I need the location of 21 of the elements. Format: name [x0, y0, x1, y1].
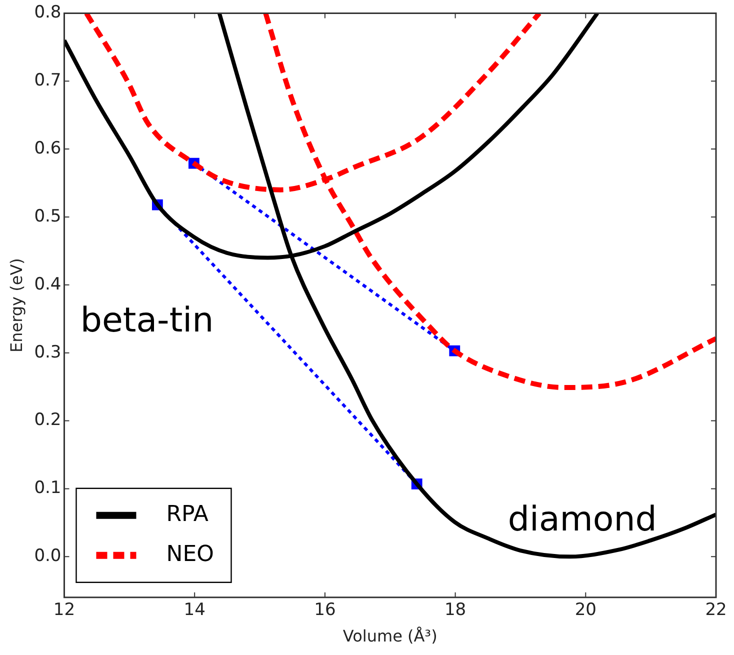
x-tick-label: 20 — [574, 600, 596, 620]
y-tick-label: 0.1 — [34, 478, 62, 498]
legend-label: RPA — [166, 502, 208, 528]
y-tick-label: 0.3 — [34, 342, 62, 362]
annotation: beta-tin — [80, 300, 214, 341]
y-tick-label: 0.0 — [34, 546, 62, 566]
y-tick-label: 0.4 — [34, 274, 62, 294]
y-tick-label: 0.5 — [34, 206, 62, 226]
x-tick-label: 22 — [705, 600, 727, 620]
annotation: diamond — [508, 499, 657, 540]
legend-label: NEO — [166, 542, 214, 568]
y-axis-title: Energy (eV) — [6, 258, 26, 352]
y-tick-label: 0.7 — [34, 70, 62, 91]
x-tick-label: 16 — [314, 600, 336, 620]
x-tick-label: 18 — [444, 600, 466, 620]
y-tick-label: 0.2 — [34, 410, 62, 430]
y-tick-label: 0.6 — [34, 138, 62, 158]
x-tick-label: 12 — [53, 600, 76, 620]
x-axis-title: Volume (Å³) — [342, 626, 438, 646]
x-tick-label: 14 — [184, 600, 206, 620]
y-tick-label: 0.8 — [34, 2, 62, 23]
